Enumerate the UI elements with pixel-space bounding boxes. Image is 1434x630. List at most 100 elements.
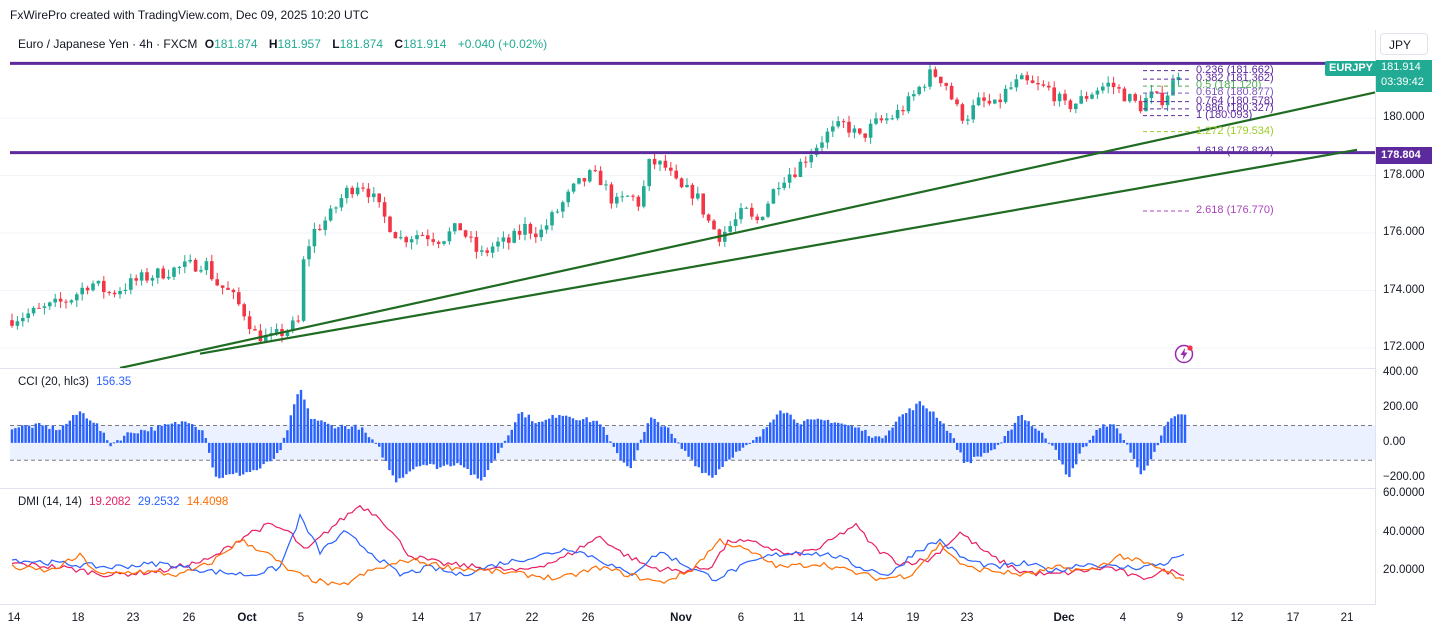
cci-bar: [1013, 422, 1017, 443]
candle-up: [118, 290, 122, 295]
candle-up: [264, 334, 268, 342]
cci-bar: [1068, 442, 1071, 478]
cci-bar: [1058, 442, 1061, 460]
cci-bar: [752, 440, 755, 443]
candle-up: [782, 182, 786, 189]
cci-bar: [412, 442, 415, 470]
candle-down: [517, 230, 522, 235]
candle-down: [220, 285, 225, 288]
cci-bar: [163, 424, 167, 443]
cci-bar: [269, 442, 272, 462]
cci-bar: [1061, 442, 1064, 465]
candle-up: [1149, 91, 1154, 99]
cci-bar: [187, 423, 190, 443]
cci-bar: [701, 442, 704, 474]
candle-down: [237, 292, 241, 305]
cci-bar: [837, 422, 840, 443]
cci-bar: [177, 424, 180, 443]
cci-bar: [721, 442, 724, 467]
cci-bar: [888, 430, 891, 443]
cci-bar: [667, 427, 670, 443]
candle-down: [1025, 75, 1029, 81]
candle-up: [42, 306, 47, 308]
cci-bar: [337, 427, 340, 443]
time-axis-tick: 9: [1176, 612, 1184, 624]
dmi-series-line: [11, 537, 1185, 586]
cci-bar: [129, 432, 133, 443]
cci-bar: [174, 421, 177, 443]
candle-down: [112, 292, 117, 295]
candle-up: [577, 178, 581, 184]
cci-bar: [388, 442, 391, 471]
cci-bar: [745, 442, 748, 446]
cci-bar: [1129, 442, 1132, 453]
cci-bar: [748, 442, 751, 444]
candle-up: [453, 223, 457, 232]
cci-bar: [323, 421, 326, 443]
cci-bar: [473, 442, 476, 475]
cci-bar: [405, 442, 408, 475]
candle-down: [669, 167, 673, 171]
cci-bar: [299, 389, 303, 443]
cci-bar: [942, 423, 945, 443]
candle-up: [183, 261, 187, 267]
time-axis-tick: Dec: [1053, 612, 1075, 624]
cci-bar: [1163, 426, 1166, 443]
candle-up: [890, 118, 894, 120]
cci-bar: [490, 442, 493, 463]
cci-bar: [408, 442, 411, 472]
cci-bar: [633, 442, 636, 461]
candle-down: [944, 83, 948, 86]
cci-bar: [979, 442, 983, 457]
candle-down: [755, 216, 759, 221]
cci-bar: [333, 428, 337, 443]
cci-bar: [544, 419, 547, 443]
cci-bar: [374, 442, 377, 444]
cci-title: CCI (20, hlc3): [18, 376, 89, 388]
cci-bar: [486, 442, 490, 471]
cci-bar: [524, 417, 527, 443]
candle-down: [847, 121, 851, 133]
fibonacci-level-label: 2.618 (176.770): [1196, 203, 1274, 216]
candle-up: [604, 184, 608, 186]
time-axis-tick: Nov: [670, 612, 692, 624]
candle-up: [588, 170, 592, 182]
di-minus-value: 19.2082: [89, 496, 131, 508]
candle-down: [366, 188, 371, 198]
cci-bar: [95, 423, 99, 443]
candle-down: [485, 250, 489, 253]
candle-down: [804, 161, 808, 163]
candle-up: [787, 174, 792, 183]
cci-bar: [565, 415, 568, 443]
time-axis-tick: 22: [525, 612, 539, 624]
candle-down: [631, 195, 635, 197]
currency-selector[interactable]: JPY: [1380, 33, 1428, 55]
candle-up: [744, 207, 749, 209]
candle-down: [145, 272, 149, 281]
candle-up: [1074, 103, 1078, 110]
low-key: L: [332, 37, 340, 51]
candle-up: [685, 184, 689, 188]
cci-bar: [731, 442, 734, 458]
cci-bar: [415, 442, 418, 467]
cci-bar: [306, 408, 309, 443]
time-axis-tick: 26: [581, 612, 595, 624]
candle-up: [166, 276, 171, 279]
cci-bar: [14, 428, 17, 443]
cci-bar: [218, 442, 221, 479]
candle-up: [1144, 98, 1148, 112]
cci-bar: [599, 424, 602, 443]
cci-bar: [136, 433, 139, 443]
price-axis-tick: 178.000: [1383, 168, 1425, 181]
lightning-icon[interactable]: [1174, 344, 1194, 364]
dmi-title: DMI (14, 14): [18, 496, 82, 508]
candle-down: [361, 187, 365, 189]
cci-bar: [85, 418, 88, 443]
cci-bar: [680, 442, 683, 449]
fibonacci-level-label: 0.236 (181.662): [1196, 63, 1274, 76]
candle-down: [593, 170, 597, 172]
candle-down: [858, 128, 862, 134]
cci-bar: [1126, 442, 1129, 445]
time-axis-tick: 19: [906, 612, 920, 624]
